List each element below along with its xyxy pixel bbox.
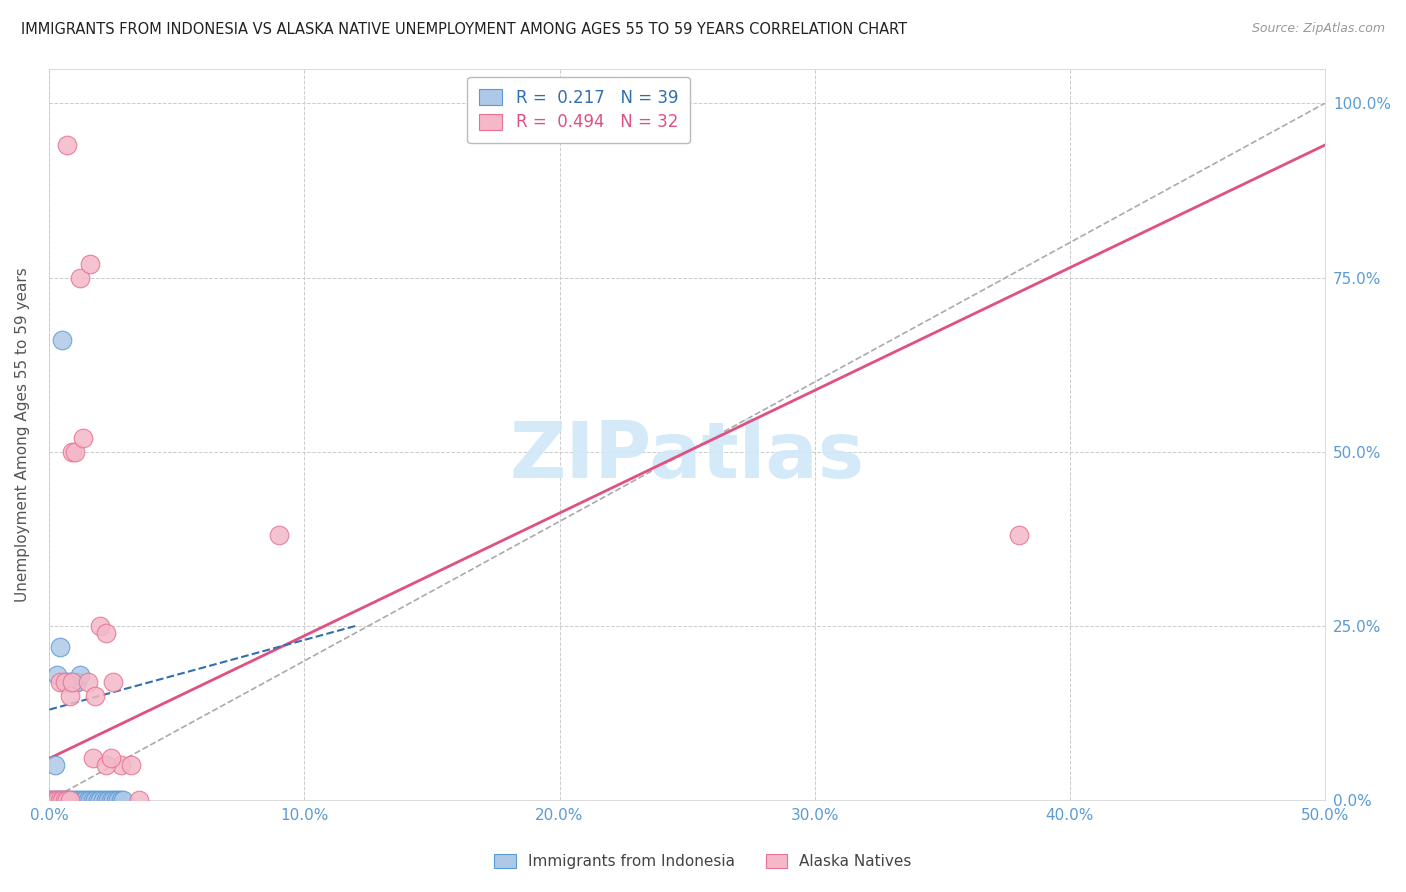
Point — [69, 667, 91, 681]
Point — [38, 793, 60, 807]
Point — [59, 793, 82, 807]
Point — [110, 793, 132, 807]
Point — [82, 751, 104, 765]
Text: ZIPatlas: ZIPatlas — [509, 418, 865, 494]
Point — [103, 793, 125, 807]
Legend: Immigrants from Indonesia, Alaska Natives: Immigrants from Indonesia, Alaska Native… — [488, 847, 918, 875]
Point — [91, 793, 114, 807]
Text: IMMIGRANTS FROM INDONESIA VS ALASKA NATIVE UNEMPLOYMENT AMONG AGES 55 TO 59 YEAR: IMMIGRANTS FROM INDONESIA VS ALASKA NATI… — [21, 22, 907, 37]
Point — [69, 793, 91, 807]
Point — [120, 758, 142, 772]
Point — [63, 674, 86, 689]
Point — [51, 333, 73, 347]
Point — [63, 793, 86, 807]
Point — [38, 793, 60, 807]
Point — [46, 667, 69, 681]
Point — [48, 674, 70, 689]
Point — [128, 793, 150, 807]
Point — [53, 793, 76, 807]
Point — [48, 793, 70, 807]
Point — [41, 793, 63, 807]
Point — [48, 640, 70, 654]
Point — [59, 689, 82, 703]
Point — [56, 793, 79, 807]
Point — [82, 793, 104, 807]
Point — [94, 758, 117, 772]
Point — [87, 793, 110, 807]
Point — [79, 257, 101, 271]
Point — [267, 528, 290, 542]
Point — [51, 793, 73, 807]
Point — [104, 793, 127, 807]
Point — [53, 674, 76, 689]
Point — [66, 793, 89, 807]
Y-axis label: Unemployment Among Ages 55 to 59 years: Unemployment Among Ages 55 to 59 years — [15, 267, 30, 602]
Point — [41, 793, 63, 807]
Point — [56, 793, 79, 807]
Point — [60, 444, 83, 458]
Point — [59, 793, 82, 807]
Point — [94, 793, 117, 807]
Point — [66, 674, 89, 689]
Point — [69, 270, 91, 285]
Point — [56, 674, 79, 689]
Point — [51, 793, 73, 807]
Point — [60, 793, 83, 807]
Point — [110, 758, 132, 772]
Point — [97, 793, 120, 807]
Point — [76, 793, 98, 807]
Point — [112, 793, 135, 807]
Point — [46, 793, 69, 807]
Point — [56, 138, 79, 153]
Text: Source: ZipAtlas.com: Source: ZipAtlas.com — [1251, 22, 1385, 36]
Point — [44, 793, 66, 807]
Point — [107, 793, 129, 807]
Point — [100, 751, 122, 765]
Point — [94, 626, 117, 640]
Point — [84, 689, 107, 703]
Point — [100, 793, 122, 807]
Point — [1007, 528, 1029, 542]
Point — [44, 758, 66, 772]
Point — [75, 793, 97, 807]
Point — [76, 674, 98, 689]
Point — [103, 674, 125, 689]
Point — [60, 674, 83, 689]
Point — [53, 793, 76, 807]
Point — [72, 793, 94, 807]
Point — [63, 444, 86, 458]
Point — [84, 793, 107, 807]
Point — [48, 793, 70, 807]
Point — [59, 674, 82, 689]
Point — [72, 431, 94, 445]
Point — [44, 793, 66, 807]
Point — [79, 793, 101, 807]
Point — [46, 793, 69, 807]
Point — [89, 619, 111, 633]
Legend: R =  0.217   N = 39, R =  0.494   N = 32: R = 0.217 N = 39, R = 0.494 N = 32 — [467, 77, 690, 143]
Point — [89, 793, 111, 807]
